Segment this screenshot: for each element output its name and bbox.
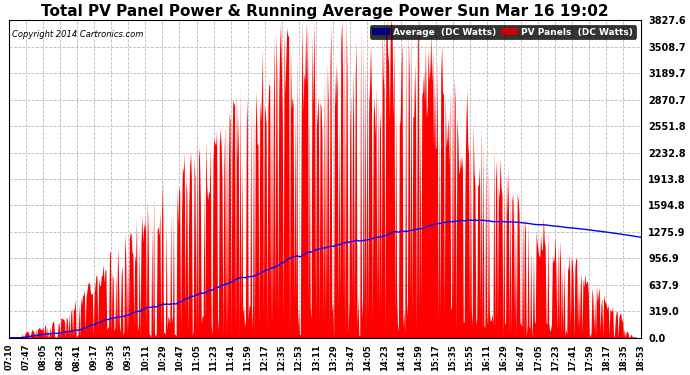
Title: Total PV Panel Power & Running Average Power Sun Mar 16 19:02: Total PV Panel Power & Running Average P… xyxy=(41,4,609,19)
Text: Copyright 2014 Cartronics.com: Copyright 2014 Cartronics.com xyxy=(12,30,144,39)
Legend: Average  (DC Watts), PV Panels  (DC Watts): Average (DC Watts), PV Panels (DC Watts) xyxy=(370,25,635,39)
